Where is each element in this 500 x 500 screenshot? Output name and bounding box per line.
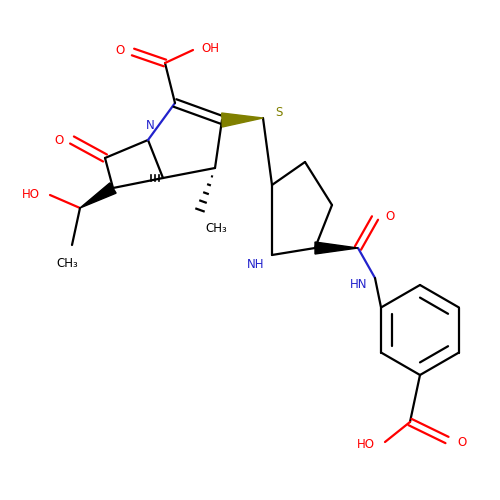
Polygon shape	[222, 113, 263, 127]
Text: CH₃: CH₃	[205, 222, 227, 235]
Text: HO: HO	[22, 188, 40, 202]
Text: O: O	[385, 210, 394, 222]
Text: OH: OH	[201, 42, 219, 54]
Text: O: O	[55, 134, 64, 146]
Text: O: O	[116, 44, 125, 57]
Text: N: N	[146, 119, 154, 132]
Text: HN: HN	[350, 278, 367, 290]
Text: NH: NH	[246, 258, 264, 272]
Text: S: S	[275, 106, 282, 118]
Text: O: O	[457, 436, 466, 448]
Polygon shape	[315, 242, 358, 254]
Text: HO: HO	[357, 438, 375, 450]
Text: CH₃: CH₃	[56, 257, 78, 270]
Polygon shape	[80, 183, 116, 208]
